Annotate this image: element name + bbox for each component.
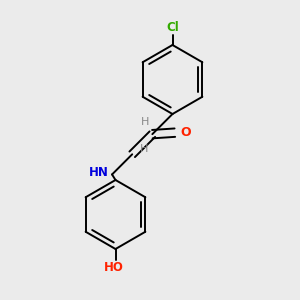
Text: O: O — [180, 126, 191, 139]
Text: H: H — [141, 117, 149, 127]
Text: H: H — [140, 144, 148, 154]
Text: Cl: Cl — [166, 21, 179, 34]
Text: HN: HN — [88, 166, 108, 178]
Text: HO: HO — [104, 261, 124, 274]
